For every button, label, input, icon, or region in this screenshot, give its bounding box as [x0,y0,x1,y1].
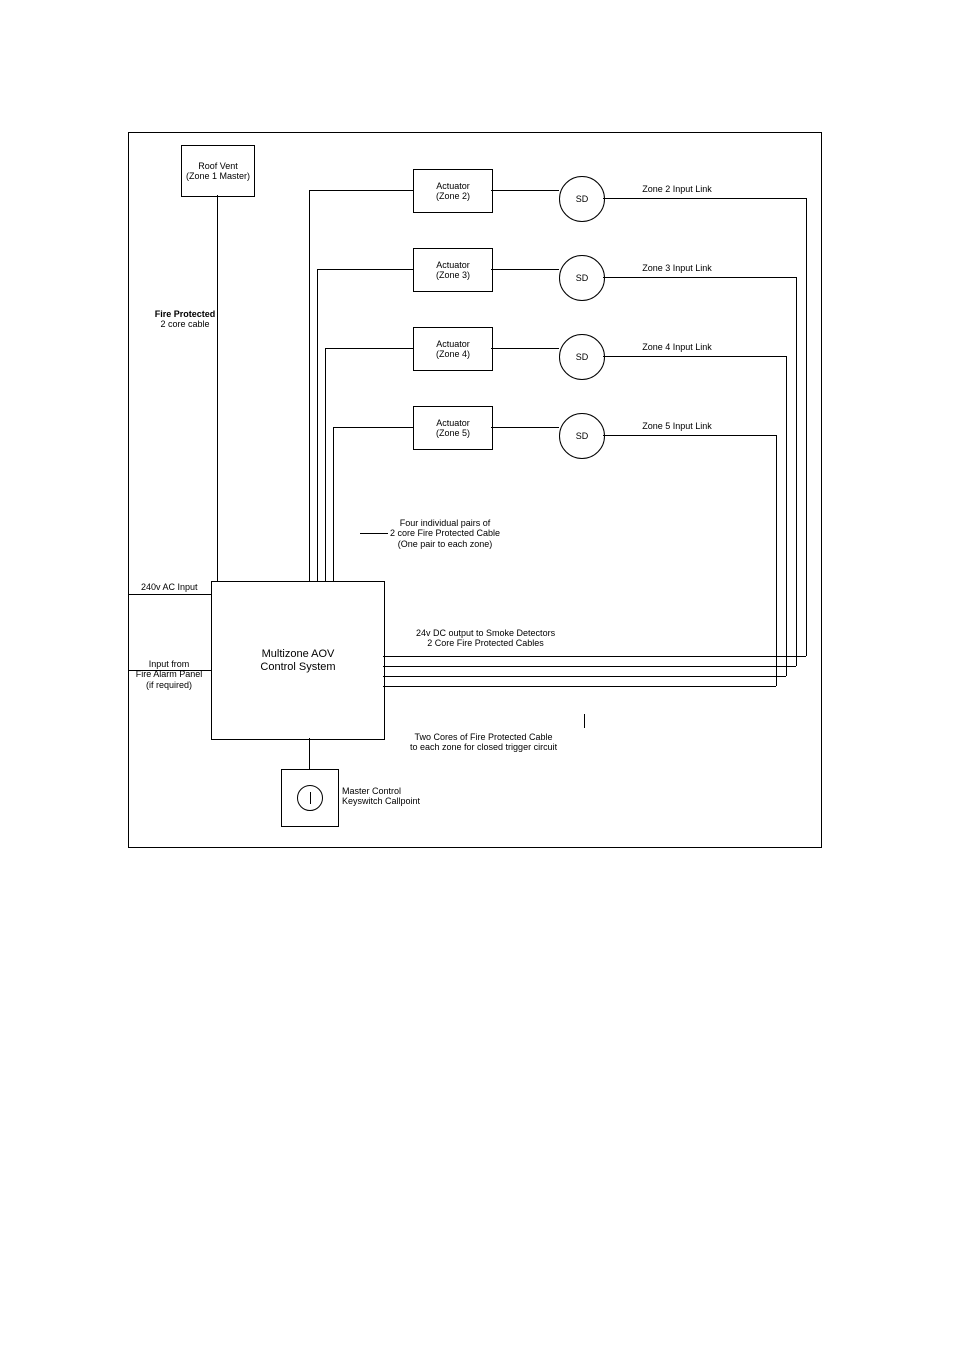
zone-return-v-2 [806,198,807,656]
control-line2: Control System [260,661,335,673]
zone-return-v-3 [796,277,797,666]
cable-note-tick [360,533,388,534]
actuator-box-zone2: Actuator(Zone 2) [413,169,493,213]
zone-input-link-label-5: Zone 5 Input Link [612,421,742,431]
roof-vent-cable [217,195,218,581]
smoke-detector-5: SD [559,413,605,459]
zone-input-link-line-2 [603,198,806,199]
actuator-to-sd-4 [491,348,559,349]
actuator-feed-h-5 [333,427,413,428]
smoke-detector-2: SD [559,176,605,222]
zone-input-link-label-3: Zone 3 Input Link [612,263,742,273]
ac-input-line [128,594,211,595]
actuator-box-zone3: Actuator(Zone 3) [413,248,493,292]
dc-output-line-3 [383,676,786,677]
actuator-feed-v-5 [333,427,334,581]
callpoint-label: Master ControlKeyswitch Callpoint [342,786,420,807]
actuator-feed-v-2 [309,190,310,581]
zone-input-link-label-2: Zone 2 Input Link [612,184,742,194]
actuator-box-zone5: Actuator(Zone 5) [413,406,493,450]
dc-output-line-2 [383,666,796,667]
actuator-to-sd-2 [491,190,559,191]
zone-return-v-5 [776,435,777,686]
two-core-tick [584,714,585,728]
zone-return-v-4 [786,356,787,676]
actuator-feed-v-4 [325,348,326,581]
fire-protected-label: Fire Protected2 core cable [130,309,240,330]
fire-alarm-input-label: Input fromFire Alarm Panel(if required) [128,659,210,690]
dc-output-line-1 [383,656,806,657]
zone-input-link-label-4: Zone 4 Input Link [612,342,742,352]
dc-output-note: 24v DC output to Smoke Detectors2 Core F… [416,628,555,649]
actuator-to-sd-5 [491,427,559,428]
smoke-detector-4: SD [559,334,605,380]
actuator-to-sd-3 [491,269,559,270]
cable-note-label: Four individual pairs of2 core Fire Prot… [390,518,500,549]
control-system-box: Multizone AOV Control System [211,581,385,740]
callpoint-connector [309,738,310,769]
two-core-note: Two Cores of Fire Protected Cableto each… [410,732,557,753]
roof-vent-line1: Roof Vent [198,161,238,171]
zone-input-link-line-3 [603,277,796,278]
dc-output-line-4 [383,686,776,687]
roof-vent-line2: (Zone 1 Master) [186,171,250,181]
actuator-feed-h-3 [317,269,413,270]
callpoint-keyswitch-icon [297,785,323,811]
callpoint-key-slot [310,792,311,804]
actuator-feed-h-4 [325,348,413,349]
ac-input-label: 240v AC Input [141,582,198,592]
control-line1: Multizone AOV [262,648,335,660]
actuator-feed-h-2 [309,190,413,191]
smoke-detector-3: SD [559,255,605,301]
zone-input-link-line-5 [603,435,776,436]
actuator-feed-v-3 [317,269,318,581]
zone-input-link-line-4 [603,356,786,357]
roof-vent-box: Roof Vent (Zone 1 Master) [181,145,255,197]
callpoint-box [281,769,339,827]
actuator-box-zone4: Actuator(Zone 4) [413,327,493,371]
